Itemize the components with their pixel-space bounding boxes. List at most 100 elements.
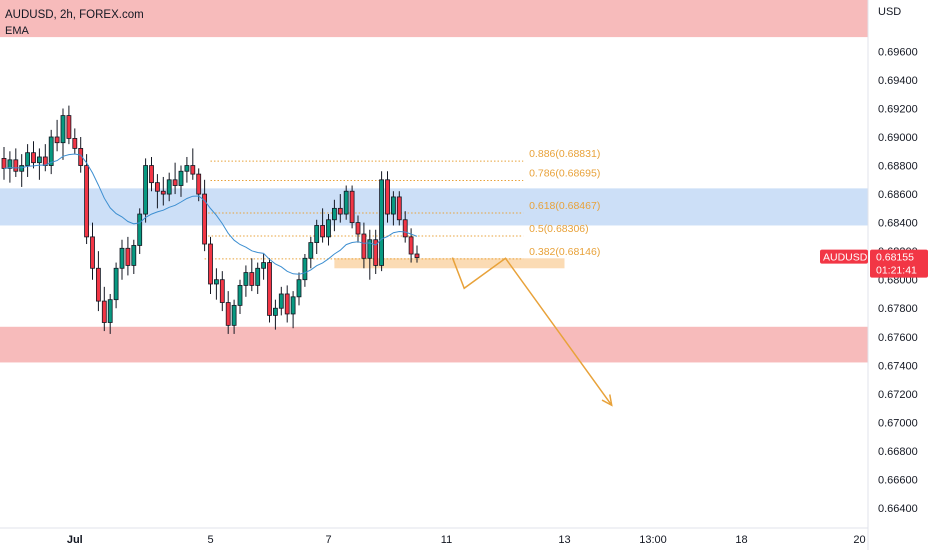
candle-up (184, 165, 190, 172)
candle-down (196, 173, 202, 195)
candle-up (48, 136, 54, 166)
candle-down (208, 243, 213, 285)
fib-label: 0.5(0.68306) (529, 223, 589, 235)
time-tick: 13:00 (639, 534, 667, 546)
range-zone (0, 188, 868, 226)
fib-label: 0.382(0.68146) (529, 246, 600, 258)
bar-countdown: 01:21:41 (876, 265, 917, 277)
grid-layer (0, 0, 869, 550)
candle-down (408, 236, 414, 255)
candle-up (296, 279, 302, 298)
price-tick: 0.69600 (878, 46, 918, 58)
price-tick: 0.67800 (878, 303, 918, 315)
candle-down (154, 182, 160, 192)
candle-up (178, 170, 184, 186)
price-axis[interactable]: USD 0.69600 0.69400 0.69200 0.69000 0.68800 0.… (878, 6, 918, 515)
candle-down (349, 190, 355, 224)
ema-line (3, 153, 418, 275)
candle-up (107, 299, 113, 323)
candle-down (66, 115, 72, 139)
symbol-title[interactable]: AUDUSD, 2h, FOREX.com (5, 9, 144, 21)
candle-down (202, 193, 208, 245)
candle-up (119, 247, 125, 269)
candle-down (101, 300, 107, 323)
candle-up (308, 242, 314, 259)
time-tick: Jul (67, 534, 83, 546)
candle-down (320, 225, 326, 238)
fib-label: 0.886(0.68831) (529, 148, 600, 160)
candle-down (160, 190, 166, 195)
candle-down (219, 279, 225, 303)
symbol-badge (820, 249, 868, 264)
candle-up (237, 285, 243, 306)
currency-label: USD (878, 6, 901, 18)
time-tick: 18 (735, 534, 747, 546)
time-axis[interactable]: Jul 5 7 11 13 13:00 18 20 (67, 534, 866, 546)
candle-up (302, 257, 308, 281)
candle-down (284, 293, 290, 315)
candle-up (19, 165, 25, 172)
candle-down (267, 262, 272, 316)
candle-up (272, 307, 278, 316)
candle-up (379, 179, 385, 266)
candle-up (7, 159, 13, 169)
price-tick: 0.67600 (878, 332, 918, 344)
candle-down (225, 302, 231, 326)
candle-down (361, 233, 367, 259)
price-tick: 0.69200 (878, 103, 918, 115)
projection-line (451, 257, 613, 406)
candle-up (343, 190, 349, 215)
candles-layer[interactable] (1, 105, 420, 334)
candle-down (54, 136, 60, 144)
candle-down (337, 207, 343, 215)
time-tick: 13 (558, 534, 570, 546)
current-price: 0.68155 (876, 252, 914, 264)
candle-up (143, 165, 149, 215)
candle-up (261, 262, 267, 269)
candle-down (149, 165, 154, 184)
price-tick: 0.67000 (878, 417, 918, 429)
fib-levels[interactable]: 0.886(0.68831) 0.786(0.68695) 0.618(0.6846… (204, 148, 601, 260)
candle-down (72, 138, 78, 149)
resistance-zone (0, 0, 868, 38)
candle-down (125, 247, 131, 266)
candle-up (113, 267, 119, 301)
projection-arrowhead (601, 394, 613, 407)
candle-down (31, 152, 36, 164)
candle-down (249, 272, 255, 286)
indicator-label[interactable]: EMA (5, 25, 29, 37)
price-tick: 0.67200 (878, 389, 918, 401)
candle-up (314, 225, 320, 243)
price-tick: 0.69400 (878, 75, 918, 87)
candle-up (367, 239, 373, 259)
candle-down (84, 165, 89, 238)
time-tick: 20 (853, 534, 865, 546)
candle-up (231, 304, 237, 326)
time-tick: 11 (441, 534, 452, 546)
support-zone (0, 326, 868, 363)
time-tick: 5 (207, 534, 213, 546)
price-badge-box (870, 249, 928, 278)
candle-down (96, 267, 101, 302)
candle-up (60, 115, 66, 144)
symbol-badge-label: AUDUSD (823, 252, 868, 264)
candle-up (326, 219, 331, 238)
fib-label: 0.786(0.68695) (529, 168, 600, 180)
candle-down (402, 219, 408, 238)
candle-up (331, 207, 337, 221)
candle-up (166, 179, 172, 195)
price-tick: 0.66600 (878, 474, 918, 486)
entry-zone (334, 258, 565, 269)
candle-down (190, 165, 196, 175)
candle-down (373, 239, 379, 266)
price-tick: 0.68600 (878, 189, 918, 201)
candle-down (414, 253, 420, 258)
candle-down (172, 179, 178, 186)
candle-up (290, 296, 296, 315)
candle-down (396, 196, 402, 221)
projection-path[interactable] (451, 257, 613, 407)
price-tick: 0.68400 (878, 218, 918, 230)
candle-up (137, 213, 143, 246)
